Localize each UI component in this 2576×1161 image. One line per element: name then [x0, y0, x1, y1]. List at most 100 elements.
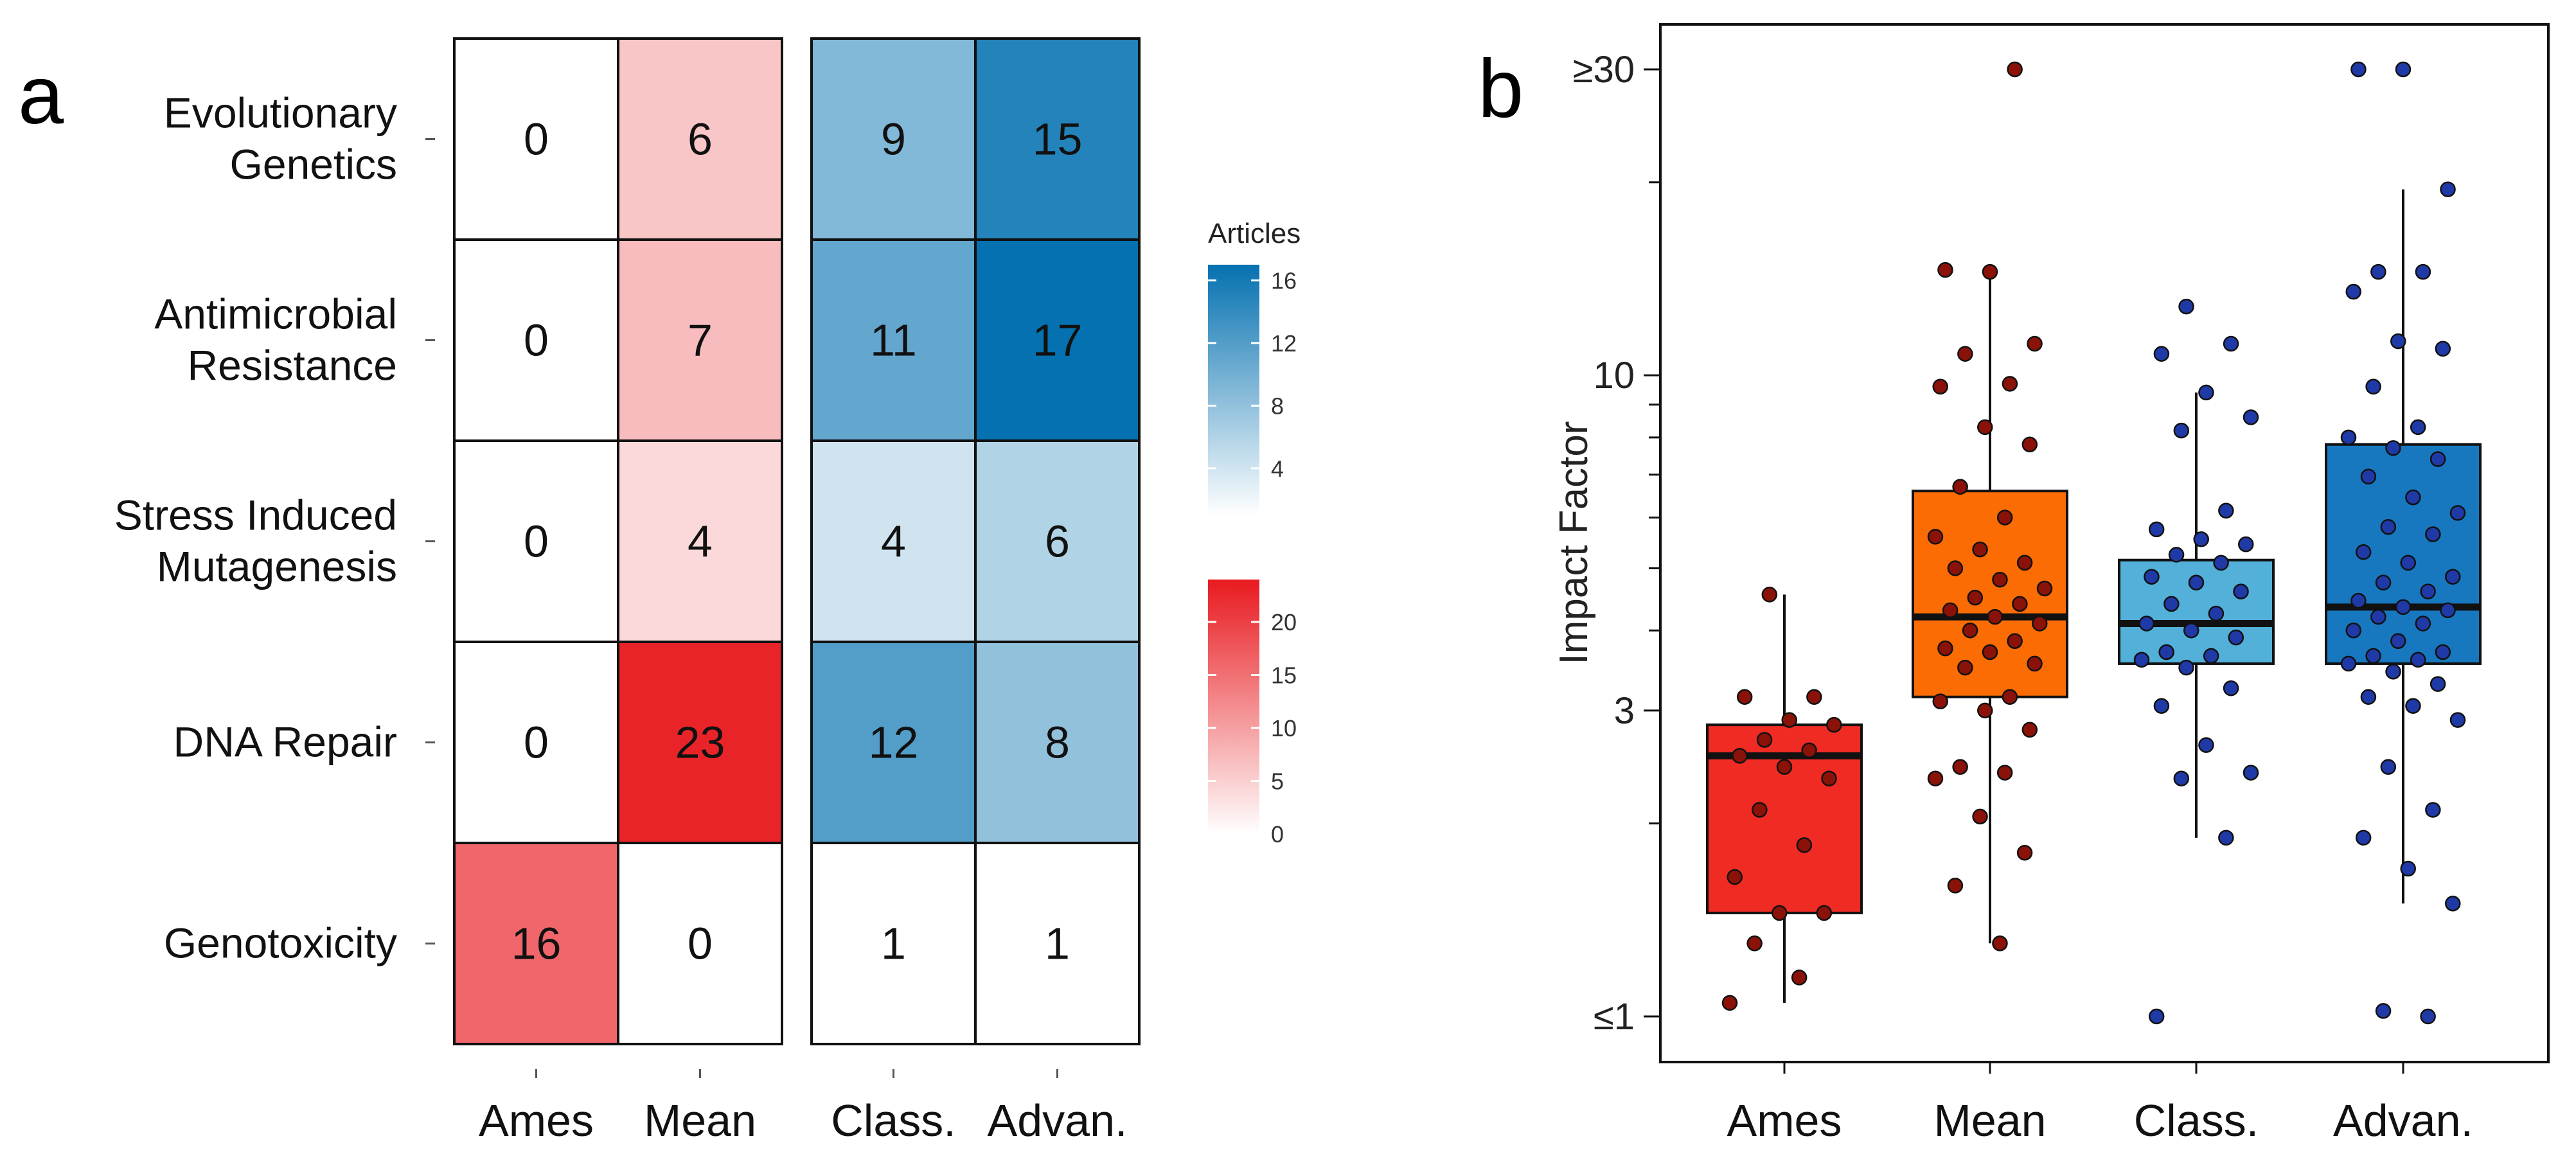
legend-blue-tick-12: 12	[1271, 330, 1297, 357]
row-label-stress-induced-mutagenesis-line2: Mutagenesis	[157, 543, 397, 590]
cell-value-stress-induced-mutagenesis-advan: 6	[1045, 517, 1070, 567]
y-axis-ticks: ≤1 3 10 ≥30	[1573, 49, 1660, 1038]
data-point-class-23	[2148, 521, 2165, 538]
data-point-advan-43	[2440, 181, 2456, 197]
cell-value-evolutionary-genetics-mean: 6	[688, 114, 713, 164]
data-point-ames-2	[1746, 935, 1763, 952]
data-point-class-26	[2243, 409, 2259, 425]
data-point-class-14	[2208, 605, 2225, 622]
data-point-class-15	[2163, 596, 2180, 612]
data-point-advan-38	[2435, 341, 2451, 357]
legend-red-tick-15: 15	[1271, 662, 1297, 689]
y-tick-label-2: 10	[1593, 355, 1635, 396]
column-label-ames: Ames	[479, 1095, 594, 1146]
heatmap-cell-evolutionary-genetics-ames	[453, 37, 619, 241]
data-point-ames-14	[1781, 712, 1797, 728]
y-tick-label-1: 3	[1614, 690, 1635, 732]
cell-value-stress-induced-mutagenesis-class: 4	[881, 517, 906, 567]
data-point-ames-10	[1732, 748, 1748, 764]
legend-red-tick-10: 10	[1271, 715, 1297, 741]
data-point-mean-28	[1996, 510, 2013, 526]
heatmap-cells: 0 6 9 150 7 11 170 4 4 60 23 12 816 0 1 1	[453, 37, 1141, 1045]
cell-value-evolutionary-genetics-advan: 15	[1033, 114, 1083, 164]
heatmap-cell-genotoxicity-class	[810, 842, 977, 1045]
heatmap-cell-evolutionary-genetics-mean	[617, 37, 783, 241]
data-point-mean-26	[1972, 541, 1988, 558]
cell-value-genotoxicity-class: 1	[881, 919, 906, 969]
data-point-class-28	[2153, 346, 2170, 362]
data-point-class-3	[2243, 765, 2259, 781]
data-point-class-13	[2138, 616, 2154, 632]
data-point-mean-22	[2036, 580, 2053, 597]
data-point-ames-5	[1727, 869, 1743, 885]
data-point-mean-2	[2016, 845, 2033, 861]
data-point-ames-16	[1806, 689, 1822, 705]
heatmap-cell-dna-repair-advan	[974, 641, 1141, 844]
data-point-advan-28	[2425, 526, 2441, 542]
x-tick-label-mean: Mean	[1933, 1095, 2046, 1146]
heatmap-cell-genotoxicity-advan	[974, 842, 1141, 1045]
cell-value-genotoxicity-ames: 16	[511, 919, 562, 969]
data-point-class-22	[2193, 531, 2209, 547]
data-point-advan-12	[2340, 655, 2357, 672]
data-point-class-10	[2158, 644, 2174, 660]
data-point-mean-18	[1987, 608, 2003, 625]
data-point-class-18	[2144, 569, 2160, 585]
data-point-advan-37	[2365, 378, 2381, 395]
legend-blue-tick-16: 16	[1271, 267, 1297, 294]
legend-blue-tick-4: 4	[1271, 456, 1284, 482]
data-point-mean-7	[2021, 722, 2038, 738]
row-label-stress-induced-mutagenesis-line1: Stress Induced	[114, 492, 397, 539]
cell-value-antimicrobial-resistance-ames: 0	[524, 315, 549, 366]
data-point-advan-35	[2340, 429, 2357, 446]
data-point-mean-17	[2032, 616, 2048, 632]
heatmap-cell-stress-induced-mutagenesis-advan	[974, 439, 1141, 643]
panel-label-a: a	[18, 49, 64, 141]
data-point-advan-22	[2350, 592, 2367, 609]
data-point-advan-44	[2395, 61, 2412, 78]
data-point-advan-26	[2400, 554, 2416, 571]
data-point-mean-4	[1927, 770, 1944, 786]
data-point-advan-42	[2370, 263, 2386, 280]
data-point-advan-20	[2440, 602, 2456, 619]
data-point-advan-23	[2420, 583, 2436, 599]
data-point-mean-3	[1972, 808, 1988, 825]
data-point-advan-15	[2435, 644, 2451, 660]
data-point-mean-35	[2027, 335, 2043, 352]
data-point-mean-25	[2016, 554, 2033, 571]
row-label-evolutionary-genetics-line2: Genetics	[230, 141, 397, 188]
data-point-mean-13	[1982, 644, 1998, 660]
cell-value-antimicrobial-resistance-mean: 7	[688, 315, 713, 366]
data-point-advan-32	[2360, 468, 2377, 485]
row-label-evolutionary-genetics-line1: Evolutionary	[164, 89, 397, 137]
data-point-advan-18	[2415, 616, 2431, 632]
data-point-class-9	[2203, 648, 2219, 664]
data-point-advan-39	[2390, 333, 2406, 350]
data-point-ames-17	[1761, 587, 1778, 603]
x-axis-ticks: Ames Mean Class. Advan.	[1727, 1062, 2473, 1146]
heatmap-cell-evolutionary-genetics-class	[810, 37, 977, 241]
data-point-class-1	[2218, 829, 2234, 846]
data-point-mean-19	[1942, 602, 1959, 619]
data-point-advan-5	[2425, 802, 2441, 818]
data-point-mean-6	[1952, 759, 1968, 775]
data-point-mean-12	[2027, 655, 2043, 672]
cell-value-evolutionary-genetics-class: 9	[881, 114, 906, 164]
data-point-advan-0	[2420, 1008, 2436, 1025]
data-point-mean-32	[1932, 378, 1948, 395]
data-point-advan-17	[2345, 622, 2361, 639]
data-point-ames-15	[1736, 689, 1753, 705]
x-tick-label-class: Class.	[2134, 1095, 2259, 1146]
data-point-ames-0	[1721, 995, 1738, 1011]
data-point-ames-4	[1772, 905, 1788, 921]
data-point-mean-30	[2021, 436, 2038, 453]
data-point-mean-5	[1996, 765, 2013, 781]
row-label-antimicrobial-resistance-line2: Resistance	[188, 342, 398, 389]
data-point-advan-29	[2380, 518, 2397, 535]
y-axis-title: Impact Factor	[1552, 421, 1596, 665]
data-point-advan-8	[2405, 698, 2421, 714]
data-point-mean-11	[1957, 659, 1973, 676]
cell-value-evolutionary-genetics-ames: 0	[524, 114, 549, 164]
legend-red-tick-20: 20	[1271, 609, 1297, 635]
cell-value-dna-repair-advan: 8	[1045, 718, 1070, 768]
